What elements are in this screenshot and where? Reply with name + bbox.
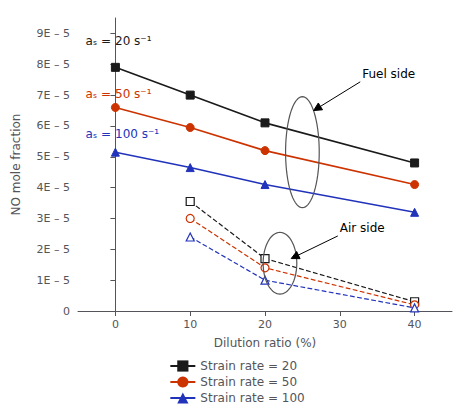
svg-text:0: 0 (112, 318, 119, 331)
svg-text:30: 30 (333, 318, 347, 331)
svg-text:Fuel side: Fuel side (362, 67, 415, 81)
svg-text:0: 0 (63, 305, 70, 318)
svg-text:Strain rate = 100: Strain rate = 100 (200, 391, 304, 405)
svg-text:aₛ = 20 s⁻¹: aₛ = 20 s⁻¹ (85, 34, 151, 48)
svg-text:3E – 5: 3E – 5 (37, 212, 70, 225)
svg-text:Air side: Air side (340, 221, 385, 235)
svg-text:Dilution ratio (%): Dilution ratio (%) (214, 336, 317, 350)
svg-text:4E – 5: 4E – 5 (37, 181, 70, 194)
svg-text:Strain rate = 50: Strain rate = 50 (200, 375, 297, 389)
svg-text:8E – 5: 8E – 5 (37, 58, 70, 71)
svg-text:aₛ = 100 s⁻¹: aₛ = 100 s⁻¹ (85, 127, 159, 141)
svg-text:1E – 5: 1E – 5 (37, 274, 70, 287)
svg-text:40: 40 (408, 318, 422, 331)
svg-text:aₛ = 50 s⁻¹: aₛ = 50 s⁻¹ (85, 87, 151, 101)
svg-text:5E – 5: 5E – 5 (37, 150, 70, 163)
svg-text:2E – 5: 2E – 5 (37, 243, 70, 256)
svg-text:20: 20 (258, 318, 272, 331)
svg-text:NO mole fraction: NO mole fraction (9, 114, 23, 216)
svg-text:10: 10 (183, 318, 197, 331)
svg-text:9E – 5: 9E – 5 (37, 27, 70, 40)
svg-text:Strain rate = 20: Strain rate = 20 (200, 359, 297, 373)
svg-text:7E – 5: 7E – 5 (37, 89, 70, 102)
svg-text:6E – 5: 6E – 5 (37, 119, 70, 132)
